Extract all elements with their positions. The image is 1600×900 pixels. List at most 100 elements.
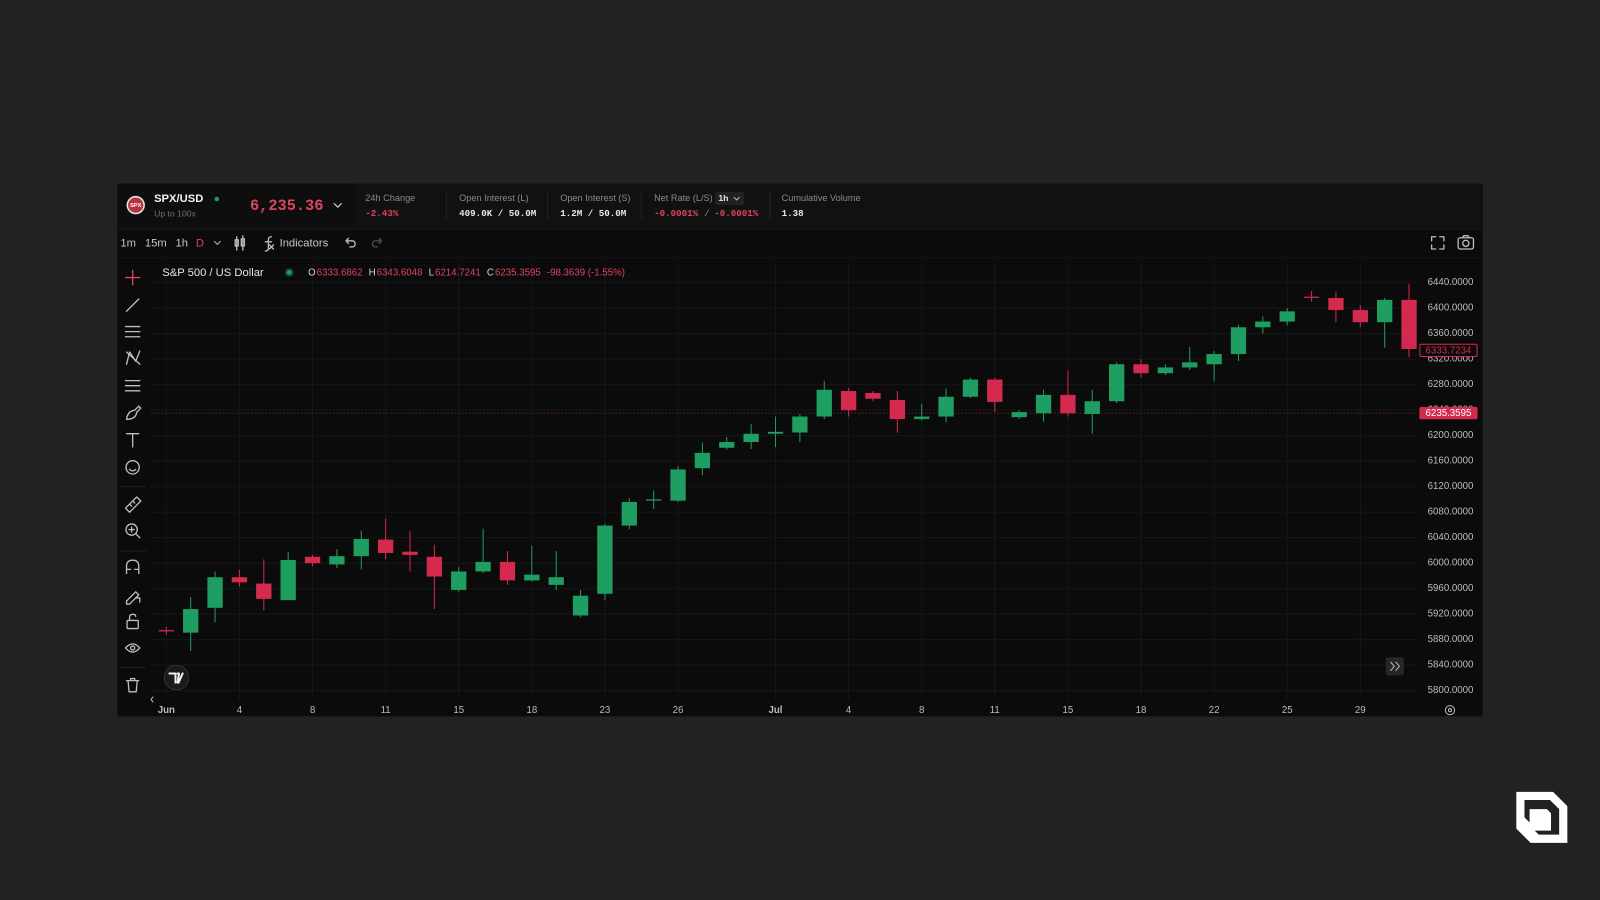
magnet-tool[interactable] — [125, 559, 140, 575]
current-price-label: 6333.7234 — [1426, 345, 1472, 356]
x-tick-label: 23 — [600, 705, 611, 716]
candle-body — [1011, 412, 1027, 418]
candle-body — [499, 561, 516, 581]
crosshair-tool[interactable] — [124, 269, 141, 286]
x-tick-label: 15 — [1063, 705, 1074, 716]
interval-dropdown[interactable] — [213, 240, 221, 245]
y-tick-label: 6400.0000 — [1428, 303, 1474, 314]
candle-body — [914, 416, 930, 420]
candle-body — [1084, 401, 1100, 414]
period-dropdown[interactable] — [733, 196, 740, 201]
period-value[interactable]: 1h — [718, 193, 728, 203]
x-tick-label: 25 — [1282, 705, 1293, 716]
stat-value: -0.0001% — [654, 208, 699, 219]
lock-draw-tool[interactable] — [125, 591, 141, 605]
candle-body — [1352, 310, 1368, 323]
y-tick-label: 6000.0000 — [1428, 558, 1474, 569]
candle-body — [548, 577, 564, 585]
interval-active[interactable]: D — [196, 237, 204, 249]
interval[interactable]: 15m — [145, 237, 167, 249]
chart-type-button[interactable] — [234, 235, 246, 251]
fullscreen-button[interactable] — [1430, 236, 1445, 250]
stat-label: Net Rate (L/S) — [654, 193, 713, 203]
plot-area: 5800.0000 5840.0000 5880.0000 5920.0000 5960… — [151, 262, 1478, 716]
candle-body — [792, 416, 808, 433]
candle-body — [597, 525, 613, 594]
x-tick-label: 4 — [237, 705, 243, 716]
legend-key: L — [429, 268, 435, 279]
corner-logo — [1516, 791, 1568, 843]
fib-tool[interactable] — [124, 325, 141, 338]
legend-value: 6333.6862 — [317, 268, 363, 279]
candle-body — [670, 469, 686, 501]
candle-body — [816, 389, 832, 417]
legend-change: -98.3639 (-1.55%) — [547, 268, 625, 279]
drawing-toolbar — [120, 269, 146, 693]
period-select[interactable] — [715, 191, 744, 206]
zoom-tool[interactable] — [125, 523, 141, 539]
tradingview-logo — [168, 672, 184, 684]
stat-value: -0.0001% — [714, 208, 759, 219]
candle-body — [1157, 367, 1174, 374]
indicators-icon[interactable] — [264, 236, 275, 252]
candle-body — [621, 501, 637, 526]
last-price-tag — [1419, 406, 1478, 420]
text-tool[interactable] — [125, 433, 140, 448]
candle-body — [1206, 354, 1222, 365]
legend-values: O 6333.6862 H 6343.6048 L 6214.7241 C 6235.3595… — [308, 268, 625, 279]
stats-bar — [354, 183, 1483, 229]
status-dot — [214, 196, 220, 202]
visibility-tool[interactable] — [124, 643, 141, 653]
candle-body — [1328, 297, 1344, 311]
screenshot-button[interactable] — [1457, 235, 1475, 250]
indicators-button[interactable]: Indicators — [280, 237, 329, 249]
candle-body — [1035, 394, 1052, 414]
redo-button[interactable] — [371, 237, 383, 248]
symbol-dropdown[interactable] — [333, 202, 342, 208]
symbol-icon-text: SPX — [130, 203, 141, 209]
settings-button[interactable] — [1444, 705, 1456, 716]
legend-key: C — [487, 268, 494, 279]
y-tick-label: 6360.0000 — [1428, 328, 1474, 339]
lock-tool[interactable] — [126, 613, 139, 630]
candle-body — [889, 399, 905, 420]
scroll-left[interactable] — [150, 696, 154, 703]
legend-value: 6235.3595 — [495, 268, 541, 279]
x-tick-label: 8 — [919, 705, 924, 716]
candle-body — [451, 571, 467, 590]
undo-button[interactable] — [345, 237, 356, 248]
scroll-right-icon — [1390, 661, 1400, 671]
candle-body — [840, 391, 857, 411]
legend-status-dot — [286, 269, 292, 275]
interval[interactable]: 1h — [176, 237, 188, 249]
stat-label: Cumulative Volume — [782, 193, 861, 203]
y-tick-label: 6200.0000 — [1428, 430, 1474, 441]
y-tick-label: 6160.0000 — [1428, 456, 1474, 467]
candle-body — [231, 577, 248, 583]
symbol-icon-inner — [128, 197, 144, 213]
candle-body — [1255, 321, 1271, 328]
pattern-tool[interactable] — [125, 350, 141, 365]
ruler-tool[interactable] — [124, 496, 142, 513]
emoji-tool[interactable] — [125, 460, 140, 475]
interval[interactable]: 1m — [120, 237, 136, 249]
forecast-tool[interactable] — [124, 379, 141, 392]
symbol[interactable]: SPX/USD — [154, 193, 203, 205]
candle-body — [353, 538, 369, 557]
brush-tool[interactable] — [125, 405, 142, 421]
last-price-label: 6235.3595 — [1426, 408, 1472, 419]
x-tick-label: 8 — [310, 705, 315, 716]
candle-body — [207, 577, 223, 608]
legend-key: H — [369, 268, 376, 279]
candle-body — [1060, 394, 1076, 414]
candle-body — [158, 630, 174, 632]
delete-tool[interactable] — [125, 677, 140, 693]
candle-body — [524, 574, 540, 581]
y-tick-label: 5920.0000 — [1428, 609, 1474, 620]
candle-body — [1108, 364, 1125, 402]
x-tick-label: 11 — [990, 705, 1000, 716]
x-tick-label: 18 — [1136, 705, 1147, 716]
trend-line-tool[interactable] — [125, 298, 140, 312]
candle-body — [256, 583, 272, 599]
